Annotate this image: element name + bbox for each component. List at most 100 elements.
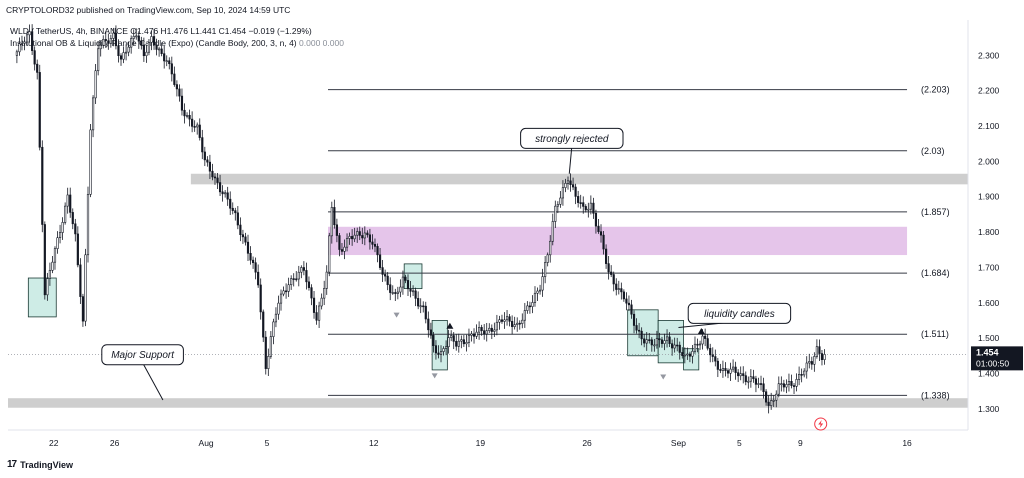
candle — [147, 42, 151, 53]
candle — [74, 223, 77, 235]
candle — [292, 278, 295, 280]
candle — [498, 319, 501, 323]
candle — [455, 341, 458, 347]
candle — [582, 202, 585, 207]
candle — [554, 205, 557, 222]
price-tick-label: 1.800 — [978, 227, 1000, 237]
candle — [320, 297, 323, 307]
candle — [325, 271, 328, 289]
fib-label: (1.857) — [921, 207, 950, 217]
candle — [246, 241, 250, 254]
callout-pointer — [142, 362, 164, 401]
candle — [536, 290, 539, 294]
candle — [711, 354, 714, 357]
candle — [419, 305, 422, 308]
candle — [823, 354, 826, 360]
candle — [757, 383, 760, 385]
candle — [571, 184, 575, 188]
candle — [391, 292, 394, 294]
candle — [747, 380, 750, 383]
candle — [737, 372, 740, 377]
candle — [754, 378, 758, 385]
candle — [142, 44, 145, 57]
candle — [417, 298, 420, 307]
lightning-bolt — [818, 420, 824, 428]
candle — [450, 335, 453, 338]
candle — [282, 290, 285, 295]
candle — [198, 124, 201, 138]
symbol-legend[interactable]: WLD / TetherUS, 4h, BINANCE O1.476 H1.47… — [10, 26, 312, 36]
candle — [561, 187, 565, 199]
candle — [734, 366, 737, 373]
candle — [533, 292, 537, 303]
candle — [396, 291, 399, 294]
candle — [775, 393, 778, 401]
candle — [429, 329, 432, 336]
candle — [612, 274, 615, 285]
candle — [165, 60, 168, 63]
candle — [33, 50, 36, 65]
candle — [602, 234, 605, 250]
candle — [820, 353, 824, 360]
candle — [23, 41, 26, 44]
candle — [803, 370, 806, 376]
candle — [465, 342, 468, 345]
candle — [130, 38, 133, 48]
time-tick-label: 26 — [582, 438, 592, 448]
candle — [132, 35, 135, 39]
candle — [584, 206, 587, 211]
last-price-badge — [971, 346, 1023, 371]
candle — [627, 302, 631, 306]
candle — [467, 335, 471, 343]
candle — [599, 231, 603, 236]
candle — [437, 352, 440, 355]
candle — [135, 35, 138, 38]
candle — [617, 288, 620, 290]
candle — [394, 292, 397, 294]
candle — [114, 32, 118, 47]
candle — [549, 240, 552, 256]
candle — [566, 180, 570, 184]
candle — [221, 191, 224, 195]
callout-box — [687, 302, 792, 324]
candle — [635, 325, 638, 331]
candle — [399, 286, 402, 293]
callout-text: Major Support — [111, 350, 175, 361]
candle — [279, 293, 283, 304]
candle — [66, 194, 69, 207]
time-tick-label: 26 — [110, 438, 120, 448]
candle — [686, 353, 689, 356]
candle — [25, 34, 29, 43]
candle — [31, 31, 34, 51]
candle — [376, 246, 379, 256]
candle — [378, 254, 382, 268]
candle — [424, 305, 427, 320]
candle — [508, 316, 511, 322]
candle — [676, 344, 679, 347]
price-tick-label: 2.200 — [978, 86, 1000, 96]
candle — [650, 339, 653, 346]
candle — [719, 369, 722, 371]
candle — [752, 376, 755, 380]
fib-label: (1.338) — [921, 390, 950, 400]
candle — [305, 270, 308, 283]
candle — [731, 366, 735, 370]
candle — [251, 259, 255, 264]
candle — [102, 39, 105, 46]
candle — [411, 290, 415, 293]
candle — [51, 261, 54, 271]
candle — [267, 356, 270, 369]
time-tick-label: 9 — [798, 438, 803, 448]
price-tick-label: 1.400 — [978, 368, 1000, 378]
tradingview-brand[interactable]: 17 TradingView — [7, 459, 73, 470]
liquidity-box — [627, 309, 659, 357]
candle — [94, 70, 97, 99]
candle — [373, 244, 377, 247]
candle — [777, 383, 780, 395]
candle — [681, 352, 684, 356]
candle — [810, 361, 813, 365]
candle — [274, 313, 278, 323]
candle — [795, 379, 798, 387]
